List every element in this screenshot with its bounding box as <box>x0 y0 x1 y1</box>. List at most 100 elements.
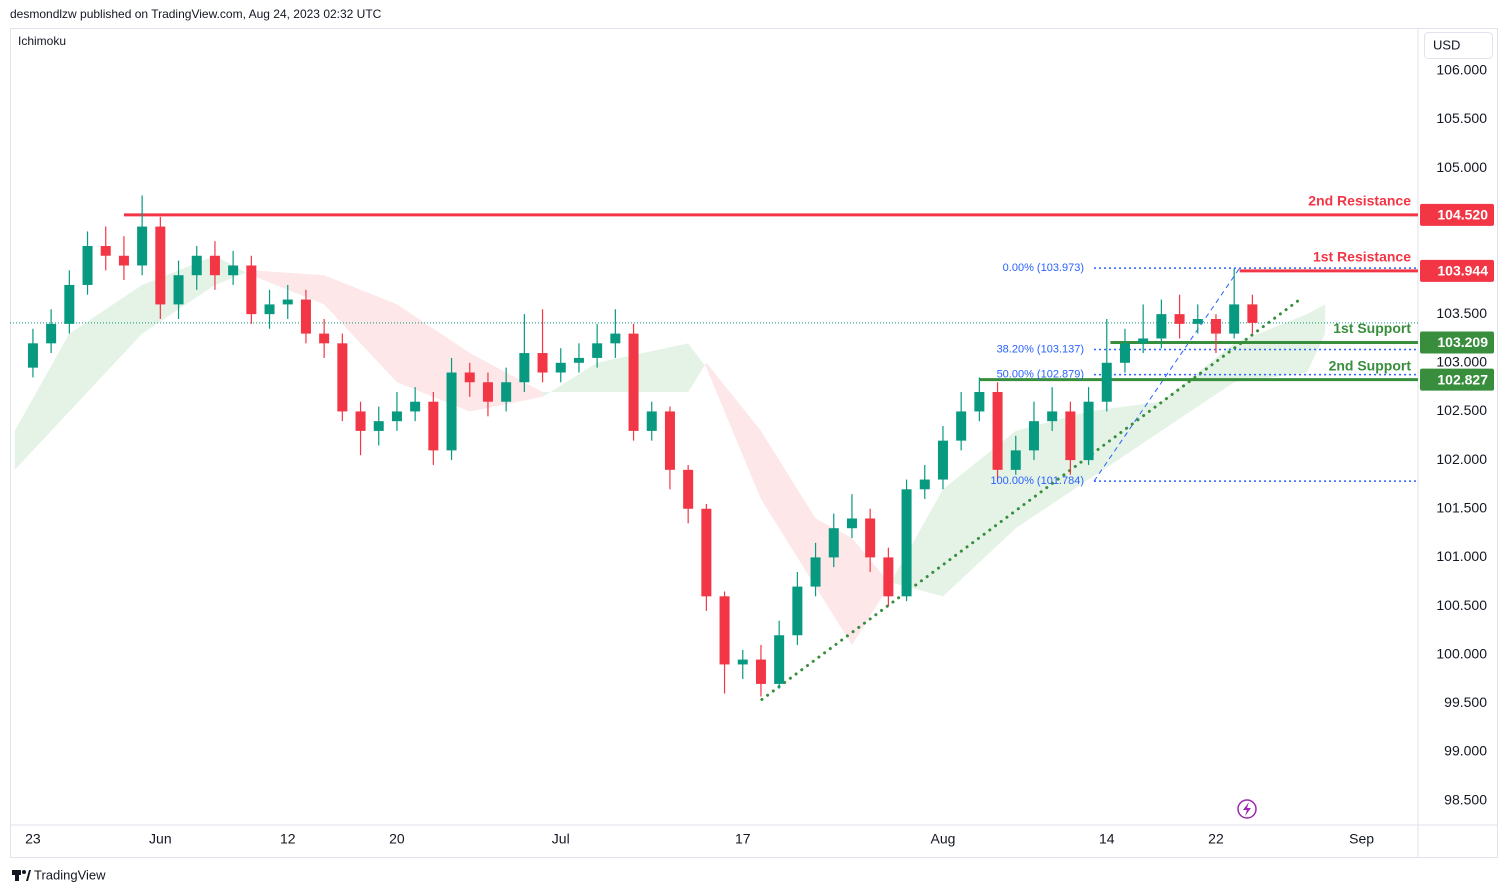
frame <box>10 28 1498 858</box>
labels: 98.500 99.000 99.500 100.000 100.500 101.000 1… <box>25 62 1494 847</box>
level-name: 1st Support <box>1333 320 1411 336</box>
candle-body <box>883 557 894 597</box>
candle-body <box>46 323 57 344</box>
candle-body <box>100 246 111 256</box>
cloud-segment <box>542 362 598 397</box>
candle-body <box>209 255 220 276</box>
candle-body <box>337 343 348 412</box>
cloud-segment <box>1161 343 1235 431</box>
cloud-segment <box>688 343 707 392</box>
candle-body <box>573 357 584 363</box>
fib-trend-line <box>1093 267 1241 482</box>
y-tick-label: 103.000 <box>1436 353 1487 369</box>
candle-body <box>1174 314 1185 324</box>
fib-level-label: 100.00% (101.784) <box>990 475 1084 487</box>
candle-body <box>846 518 857 529</box>
y-tick-label: 98.500 <box>1444 791 1487 807</box>
fib-level-label: 38.20% (103.137) <box>997 343 1084 355</box>
currency[interactable]: USD <box>1433 37 1460 52</box>
candle-body <box>373 421 384 431</box>
candle-body <box>755 659 766 684</box>
y-tick-label: 103.500 <box>1436 305 1487 321</box>
y-tick-label: 105.500 <box>1436 110 1487 126</box>
candle-body <box>1247 304 1258 323</box>
candle-body <box>1101 362 1112 402</box>
candle-body <box>1028 421 1039 451</box>
candle-body <box>792 586 803 636</box>
candle-body <box>1138 338 1149 344</box>
level-price-label: 103.944 <box>1437 263 1488 279</box>
candle-body <box>1192 319 1203 324</box>
y-tick-label: 99.000 <box>1444 743 1487 759</box>
candle-body <box>664 411 675 470</box>
candle-body <box>391 411 402 422</box>
level-price-box <box>1420 368 1494 391</box>
candle-body <box>865 518 876 558</box>
x-tick-label: 20 <box>389 831 405 847</box>
brand-icon <box>26 870 31 881</box>
candle-body <box>646 411 657 431</box>
candle-body <box>1119 343 1130 363</box>
level-price-label: 102.827 <box>1437 371 1488 387</box>
y-tick-label: 106.000 <box>1436 62 1487 78</box>
alert-circle[interactable] <box>1237 799 1257 819</box>
candle-body <box>319 333 330 344</box>
cloud-segment <box>597 343 689 392</box>
level-price-box <box>1420 259 1494 282</box>
candle-body <box>464 372 475 383</box>
candle-body <box>1229 304 1240 334</box>
cloud-segment <box>1306 304 1326 373</box>
level-price-box <box>1420 331 1494 354</box>
y-tick-label: 101.000 <box>1436 548 1487 564</box>
candle-body <box>828 528 839 558</box>
candle-body <box>155 226 166 305</box>
cloud-segment <box>324 275 397 383</box>
x-tick-label: Jun <box>149 831 172 847</box>
candle-body <box>428 401 439 451</box>
candle-body <box>173 275 184 305</box>
candle-body <box>64 284 75 324</box>
x-tick-label: 12 <box>280 831 296 847</box>
candle-body <box>1156 314 1167 339</box>
candle-body <box>1083 401 1094 461</box>
alert-icon[interactable] <box>1237 799 1257 819</box>
candle-body <box>482 382 493 402</box>
candle-body <box>937 440 948 480</box>
candle-body <box>137 226 148 266</box>
alert-bolt[interactable] <box>1243 802 1251 816</box>
currency-box[interactable] <box>1424 32 1493 59</box>
y-tick-label: 100.000 <box>1436 645 1487 661</box>
x-tick-label: 14 <box>1099 831 1115 847</box>
y-tick-label: 101.500 <box>1436 499 1487 515</box>
brand-icon <box>22 870 26 874</box>
fib-level-label: 0.00% (103.973) <box>1003 262 1084 274</box>
candle-body <box>1010 450 1021 470</box>
candle-body <box>118 255 129 266</box>
y-tick-label: 102.000 <box>1436 451 1487 467</box>
trendline <box>760 298 1302 701</box>
candle-body <box>610 333 621 344</box>
annotations <box>10 213 1418 701</box>
candle-body <box>27 343 38 368</box>
candle-body <box>701 508 712 597</box>
x-tick-label: 23 <box>25 831 41 847</box>
candle-body <box>719 596 730 665</box>
candle-body <box>228 265 239 276</box>
candle-body <box>537 353 548 373</box>
candle-body <box>992 391 1003 470</box>
candle-body <box>519 353 530 383</box>
x-tick-label: Aug <box>931 831 956 847</box>
candle-body <box>737 659 748 665</box>
candle-body <box>1210 319 1221 334</box>
cloud-segment <box>69 284 143 412</box>
cloud-segment <box>706 362 761 500</box>
brand-icon <box>15 870 19 881</box>
candle-body <box>300 299 311 334</box>
candle-body <box>683 469 694 509</box>
candles <box>27 195 1258 697</box>
candle-body <box>246 265 257 315</box>
x-tick-label: 22 <box>1208 831 1224 847</box>
candle-body <box>410 401 421 412</box>
candle-body <box>901 489 912 597</box>
level-price-box <box>1420 203 1494 226</box>
